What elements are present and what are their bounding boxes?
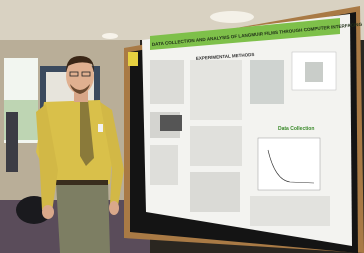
name-badge <box>98 124 103 132</box>
poster-text-block <box>190 60 242 120</box>
trousers <box>56 182 110 253</box>
poster-text-block <box>150 60 184 104</box>
photo: DATA COLLECTION AND ANALYSIS OF LANGMUIR… <box>0 0 364 253</box>
poster-figure <box>150 145 178 185</box>
belt <box>56 180 108 185</box>
hand <box>42 205 54 219</box>
ceiling-light <box>102 33 118 39</box>
poster-screenshot <box>250 60 284 104</box>
poster-figure-image <box>160 115 182 131</box>
person-background <box>6 112 18 172</box>
poster-section-heading: Data Collection <box>278 126 314 132</box>
page: {"poster": {"title": "DATA COLLECTION AN… <box>0 0 364 253</box>
poster-text-block <box>190 126 242 166</box>
hand <box>109 201 119 215</box>
board-number-tag <box>128 52 138 66</box>
poster-graph <box>258 138 320 190</box>
ceiling-light <box>210 11 254 23</box>
poster-figure <box>190 172 240 212</box>
instrument-photo <box>305 62 323 82</box>
poster-text-block <box>250 196 330 226</box>
